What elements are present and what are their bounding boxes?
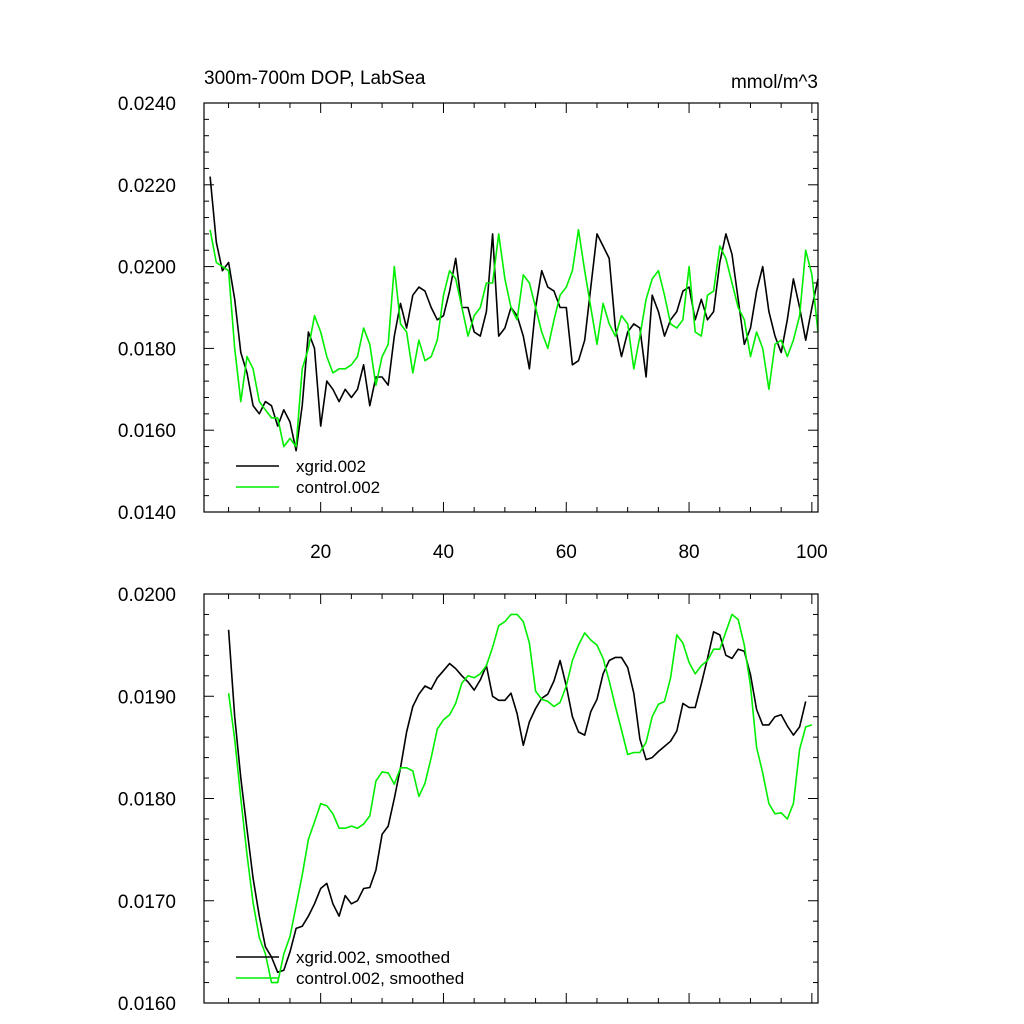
series-line-control-002-smoothed	[227, 613, 813, 984]
legend-label: control.002	[296, 478, 380, 497]
x-tick-label: 40	[433, 542, 454, 563]
y-tick-label: 0.0180	[118, 339, 176, 360]
y-tick-label: 0.0240	[118, 94, 176, 115]
y-tick-label: 0.0160	[118, 994, 176, 1015]
y-tick-label: 0.0190	[118, 687, 176, 708]
legend-label: xgrid.002, smoothed	[296, 948, 450, 967]
series-line-xgrid-002-smoothed	[227, 629, 807, 974]
bottom-series-group	[227, 613, 813, 984]
legend-label: control.002, smoothed	[296, 969, 464, 988]
legend-label: xgrid.002	[296, 457, 366, 476]
y-tick-label: 0.0200	[118, 258, 176, 279]
y-tick-label: 0.0180	[118, 790, 176, 811]
top-series-group	[209, 176, 819, 452]
bottom-chart-panel: 0.0160 0.0170 0.0180 0.0190 0.0200 xgrid.002…	[118, 585, 819, 1015]
bottom-legend: xgrid.002, smoothed control.002, smoothed	[236, 948, 464, 988]
series-line-xgrid-002	[209, 176, 819, 452]
y-tick-label: 0.0170	[118, 892, 176, 913]
x-tick-label: 100	[796, 542, 828, 563]
y-tick-label: 0.0220	[118, 176, 176, 197]
x-tick-label: 20	[310, 542, 331, 563]
top-legend: xgrid.002 control.002	[236, 457, 380, 497]
top-chart-panel: 300m-700m DOP, LabSea mmol/m^3 0.01400.0…	[118, 68, 828, 563]
series-line-control-002	[209, 229, 819, 448]
y-tick-label: 0.0160	[118, 421, 176, 442]
x-tick-label: 80	[678, 542, 699, 563]
chart-units-label: mmol/m^3	[731, 72, 818, 93]
top-plot-frame	[203, 102, 819, 513]
y-tick-label: 0.0200	[118, 585, 176, 606]
bottom-plot-frame	[203, 593, 819, 1004]
chart-title: 300m-700m DOP, LabSea	[204, 68, 426, 89]
x-tick-label: 60	[556, 542, 577, 563]
y-tick-label: 0.0140	[118, 503, 176, 524]
bottom-axes: 0.0160 0.0170 0.0180 0.0190 0.0200	[118, 585, 818, 1015]
top-axes: 0.0140 0.0160 0.0180 0.0200 0.0220 0.0240 20 40…	[118, 94, 828, 563]
